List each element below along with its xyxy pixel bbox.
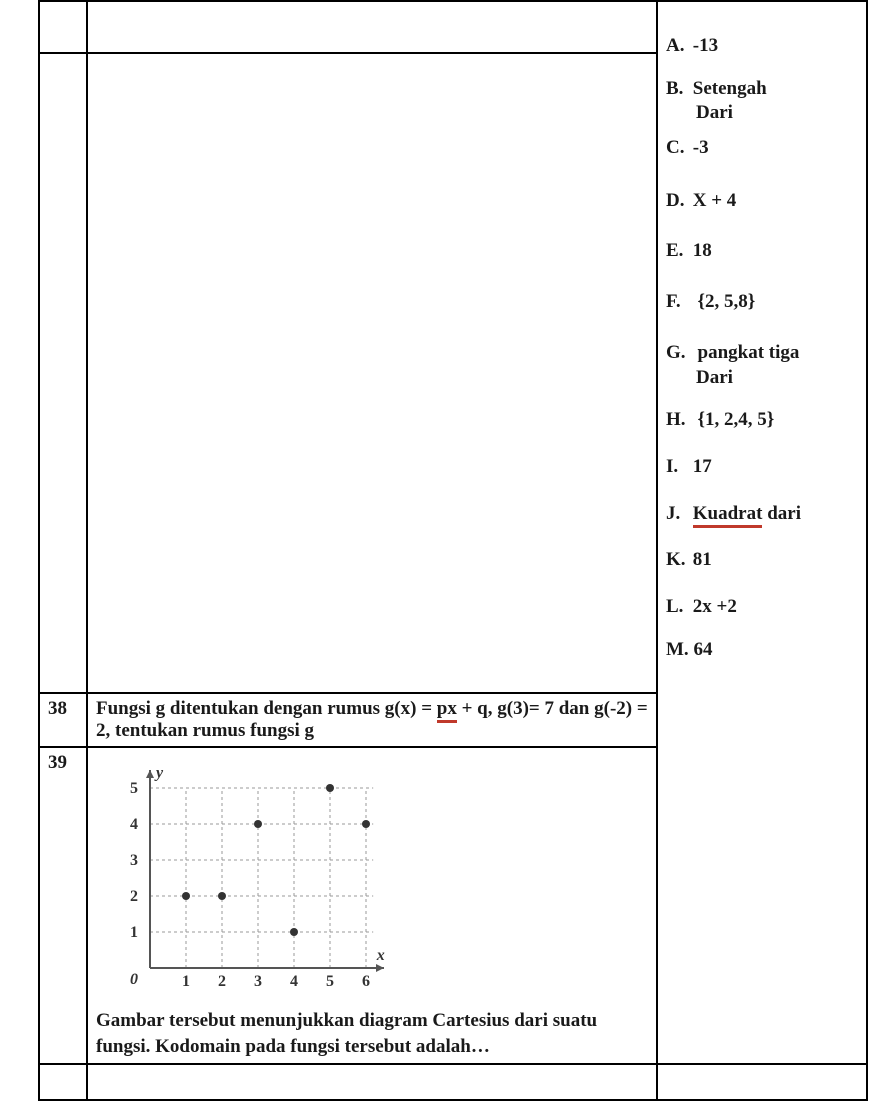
answer-letter: E. — [666, 239, 688, 264]
svg-text:4: 4 — [290, 973, 298, 990]
svg-text:3: 3 — [254, 973, 262, 990]
answer-text: Setengah — [693, 78, 767, 99]
cell-num — [39, 1064, 87, 1100]
answer-G: G. pangkat tiga Dari — [666, 341, 858, 390]
answer-letter: I. — [666, 455, 688, 480]
cell-body — [87, 1064, 657, 1100]
answer-text: -13 — [693, 35, 718, 56]
answer-text: dari — [762, 503, 801, 524]
answer-letter: L. — [666, 595, 688, 620]
answer-B: B. Setengah Dari — [666, 77, 858, 126]
cell-body — [87, 1, 657, 53]
svg-text:5: 5 — [326, 973, 334, 990]
answer-letter: D. — [666, 189, 688, 214]
answer-text: 2x +2 — [693, 596, 737, 617]
cartesian-graph: 1 2 3 4 5 6 1 2 3 4 5 0 y x — [96, 752, 648, 998]
svg-text:2: 2 — [218, 973, 226, 990]
answer-text: X + 4 — [693, 190, 737, 211]
cell-body-q39: 1 2 3 4 5 6 1 2 3 4 5 0 y x Gambar tersebut menunjukk… — [87, 747, 657, 1064]
answer-E: E. 18 — [666, 239, 858, 264]
cell-body-q38: Fungsi g ditentukan dengan rumus g(x) = … — [87, 693, 657, 747]
svg-text:1: 1 — [182, 973, 190, 990]
cell-ans — [657, 1064, 867, 1100]
svg-text:5: 5 — [130, 780, 138, 797]
answer-M: M. 64 — [666, 638, 858, 663]
worksheet-table: A. -13 B. Setengah Dari C. -3 D. X + 4 — [38, 0, 868, 1101]
answer-letter: H. — [666, 408, 688, 433]
table-row: A. -13 B. Setengah Dari C. -3 D. X + 4 — [39, 1, 867, 53]
svg-text:4: 4 — [130, 816, 138, 833]
answer-text-line2: Dari — [696, 101, 858, 126]
svg-text:3: 3 — [130, 852, 138, 869]
answer-L: L. 2x +2 — [666, 595, 858, 620]
answer-letter: A. — [666, 34, 688, 59]
answer-text: 18 — [693, 240, 712, 261]
answer-text: 17 — [693, 456, 712, 477]
svg-text:0: 0 — [130, 971, 138, 988]
answer-text-line2: Dari — [696, 366, 858, 391]
table-row — [39, 1064, 867, 1100]
answer-D: D. X + 4 — [666, 189, 858, 214]
answer-H: H. {1, 2,4, 5} — [666, 408, 858, 433]
answer-letter: F. — [666, 290, 688, 315]
q38-px-underlined: px — [437, 698, 457, 723]
answer-K: K. 81 — [666, 548, 858, 573]
answer-text: {1, 2,4, 5} — [698, 409, 775, 430]
svg-text:1: 1 — [130, 924, 138, 941]
answer-letter: B. — [666, 77, 688, 102]
answer-letter: C. — [666, 136, 688, 161]
page: A. -13 B. Setengah Dari C. -3 D. X + 4 — [0, 0, 873, 1114]
answer-text: pangkat tiga — [698, 342, 800, 363]
cell-num — [39, 1, 87, 53]
cell-body — [87, 53, 657, 693]
answer-C: C. -3 — [666, 136, 858, 161]
answer-J: J. Kuadrat dari — [666, 502, 858, 527]
answer-F: F. {2, 5,8} — [666, 290, 858, 315]
answer-text: 64 — [693, 639, 712, 660]
answer-letter: M. — [666, 638, 689, 663]
answer-letter: J. — [666, 502, 688, 527]
cell-num: 38 — [39, 693, 87, 747]
q38-text-pre: Fungsi g ditentukan dengan rumus g(x) = — [96, 698, 437, 719]
answer-text: -3 — [693, 137, 709, 158]
answer-A: A. -13 — [666, 34, 858, 59]
svg-text:2: 2 — [130, 888, 138, 905]
q39-caption: Gambar tersebut menunjukkan diagram Cart… — [96, 1008, 648, 1059]
answer-letter: G. — [666, 341, 688, 366]
answer-text: {2, 5,8} — [698, 291, 756, 312]
cell-num: 39 — [39, 747, 87, 1064]
answer-letter: K. — [666, 548, 688, 573]
cell-num — [39, 53, 87, 693]
answers-column: A. -13 B. Setengah Dari C. -3 D. X + 4 — [657, 1, 867, 1064]
answer-text: 81 — [693, 549, 712, 570]
svg-text:6: 6 — [362, 973, 370, 990]
svg-text:x: x — [376, 947, 385, 964]
graph-svg: 1 2 3 4 5 6 1 2 3 4 5 0 y x — [110, 758, 410, 998]
answer-I: I. 17 — [666, 455, 858, 480]
answer-text-underlined: Kuadrat — [693, 503, 763, 528]
svg-text:y: y — [154, 765, 164, 782]
